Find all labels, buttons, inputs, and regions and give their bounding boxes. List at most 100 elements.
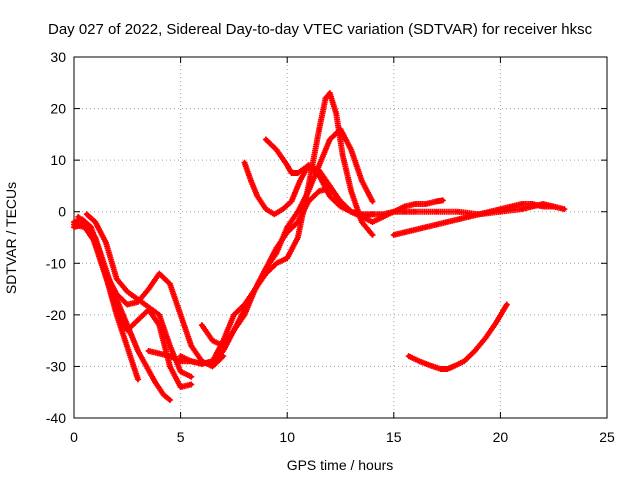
data-point: [263, 271, 268, 276]
y-tick-label: 20: [50, 101, 66, 117]
data-point: [477, 212, 482, 217]
axis-tick-labels: 0 5 10 15 20 25 -40 -30 -20 -10 0 10 20 30: [46, 49, 615, 445]
data-point: [274, 147, 279, 152]
data-point: [359, 220, 364, 225]
data-point: [285, 256, 290, 261]
data-point: [178, 369, 183, 374]
data-point: [127, 328, 132, 333]
data-point: [391, 209, 396, 214]
data-point: [210, 359, 215, 364]
data-point: [455, 217, 460, 222]
data-point: [231, 328, 236, 333]
data-point: [210, 364, 215, 369]
data-point: [402, 209, 407, 214]
data-point: [317, 189, 322, 194]
data-point: [317, 163, 322, 168]
data-point: [189, 374, 194, 379]
data-point: [306, 183, 311, 188]
data-point: [438, 367, 443, 372]
data-point: [135, 297, 140, 302]
data-point: [359, 178, 364, 183]
data-point: [161, 392, 166, 397]
data-point: [263, 207, 268, 212]
data-point: [519, 207, 524, 212]
data-point: [274, 250, 279, 255]
data-point: [317, 127, 322, 132]
data-point: [370, 212, 375, 217]
data-point: [541, 204, 546, 209]
data-point: [349, 147, 354, 152]
data-point: [93, 220, 98, 225]
data-point: [84, 222, 89, 227]
data-point: [327, 183, 332, 188]
data-point: [189, 382, 194, 387]
data-point: [72, 225, 76, 230]
data-point: [472, 348, 477, 353]
data-point: [103, 240, 108, 245]
data-point: [255, 194, 260, 199]
data-point: [455, 209, 460, 214]
data-point: [242, 312, 247, 317]
data-point: [413, 201, 418, 206]
data-point: [263, 137, 268, 142]
data-point: [167, 364, 172, 369]
y-tick-label: -20: [46, 307, 66, 323]
data-point: [466, 214, 471, 219]
data-point: [413, 209, 418, 214]
data-point: [551, 204, 556, 209]
data-point: [487, 209, 492, 214]
data-point: [114, 276, 119, 281]
data-point: [370, 199, 375, 204]
x-tick-label: 0: [70, 429, 78, 445]
data-point: [153, 379, 158, 384]
data-point: [125, 289, 130, 294]
data-point: [210, 338, 215, 343]
data-point: [84, 212, 89, 217]
data-point: [327, 91, 332, 96]
data-point: [498, 207, 503, 212]
data-point: [280, 207, 285, 212]
data-point: [402, 230, 407, 235]
data-point: [135, 377, 140, 382]
chart-title: Day 027 of 2022, Sidereal Day-to-day VTE…: [48, 21, 593, 38]
data-point: [334, 111, 339, 116]
series-marks: [177, 90, 376, 367]
data-point: [295, 209, 300, 214]
data-point: [323, 96, 328, 101]
y-tick-label: -40: [46, 410, 66, 426]
data-point: [189, 343, 194, 348]
data-point: [530, 201, 535, 206]
data-point: [391, 232, 396, 237]
data-point: [297, 178, 302, 183]
data-point: [231, 312, 236, 317]
data-point: [167, 343, 172, 348]
x-tick-label: 10: [279, 429, 295, 445]
data-point: [146, 287, 151, 292]
plot-frame: [73, 56, 608, 419]
data-point: [306, 163, 311, 168]
data-point: [509, 204, 514, 209]
data-point: [146, 305, 151, 310]
data-point: [295, 171, 300, 176]
y-tick-label: 30: [50, 49, 66, 65]
data-point: [327, 194, 332, 199]
data-point: [417, 359, 422, 364]
data-point: [462, 359, 467, 364]
data-point: [504, 302, 509, 307]
data-point: [274, 261, 279, 266]
data-point: [406, 354, 411, 359]
data-point: [178, 312, 183, 317]
data-point: [440, 198, 445, 203]
data-point: [125, 302, 130, 307]
data-point: [434, 209, 439, 214]
y-tick-label: -30: [46, 358, 66, 374]
data-point: [242, 302, 247, 307]
y-tick-label: 10: [50, 152, 66, 168]
data-point: [423, 225, 428, 230]
data-point: [285, 163, 290, 168]
data-point: [562, 207, 567, 212]
data-point: [285, 225, 290, 230]
data-point: [221, 338, 226, 343]
data-point: [167, 354, 172, 359]
data-point: [144, 364, 149, 369]
